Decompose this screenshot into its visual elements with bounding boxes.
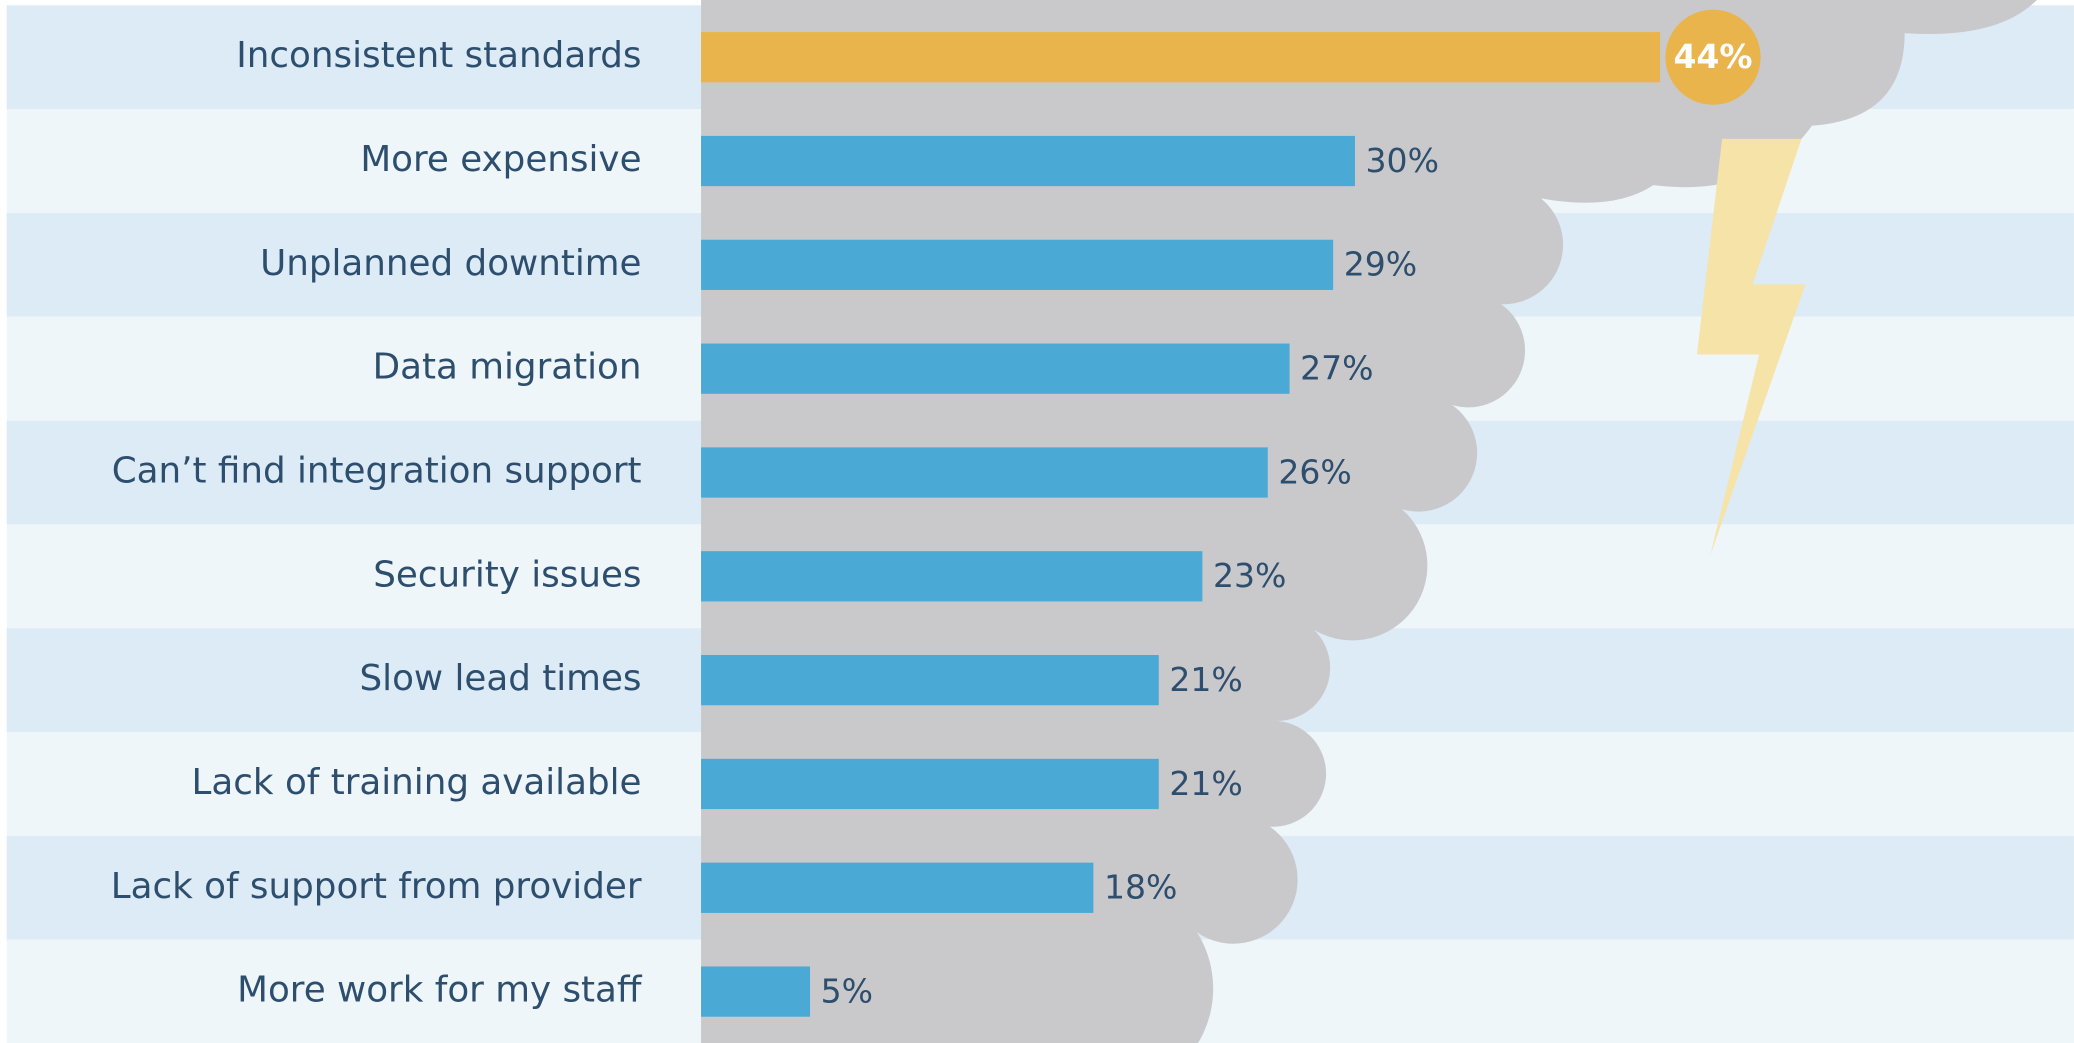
lightning-bolt [1696,138,1806,556]
value-label: 5% [821,971,873,1010]
value-label: 18% [1104,868,1177,907]
bar [701,758,1159,810]
value-label: 23% [1213,556,1286,595]
category-label: Lack of training available [192,762,642,803]
category-label: Security issues [373,554,641,595]
category-label: Data migration [373,347,642,388]
value-badge [1665,9,1761,105]
bar [701,551,1203,602]
value-label: 21% [1169,764,1242,803]
bar [701,655,1159,706]
bar [701,135,1355,187]
value-label: 29% [1344,245,1417,284]
category-label: More expensive [360,139,641,180]
bar [701,343,1290,394]
bar [701,447,1268,498]
category-label: Slow lead times [360,658,642,699]
bar [701,966,811,1017]
bar [701,862,1094,913]
category-label: Can’t find integration support [112,450,642,491]
value-label: 21% [1169,660,1242,699]
category-label: Inconsistent standards [236,35,641,76]
bar [701,239,1334,290]
category-label: Lack of support from provider [111,866,642,907]
value-label: 44% [1673,37,1752,76]
value-label: 27% [1300,348,1373,387]
bar [701,32,1661,83]
category-label: More work for my staff [237,970,643,1011]
category-label: Unplanned downtime [260,243,641,284]
plot-area: Inconsistent standards 44% More expensive 3… [111,9,1761,1017]
value-label: 30% [1366,141,1439,180]
value-label: 26% [1278,452,1351,491]
